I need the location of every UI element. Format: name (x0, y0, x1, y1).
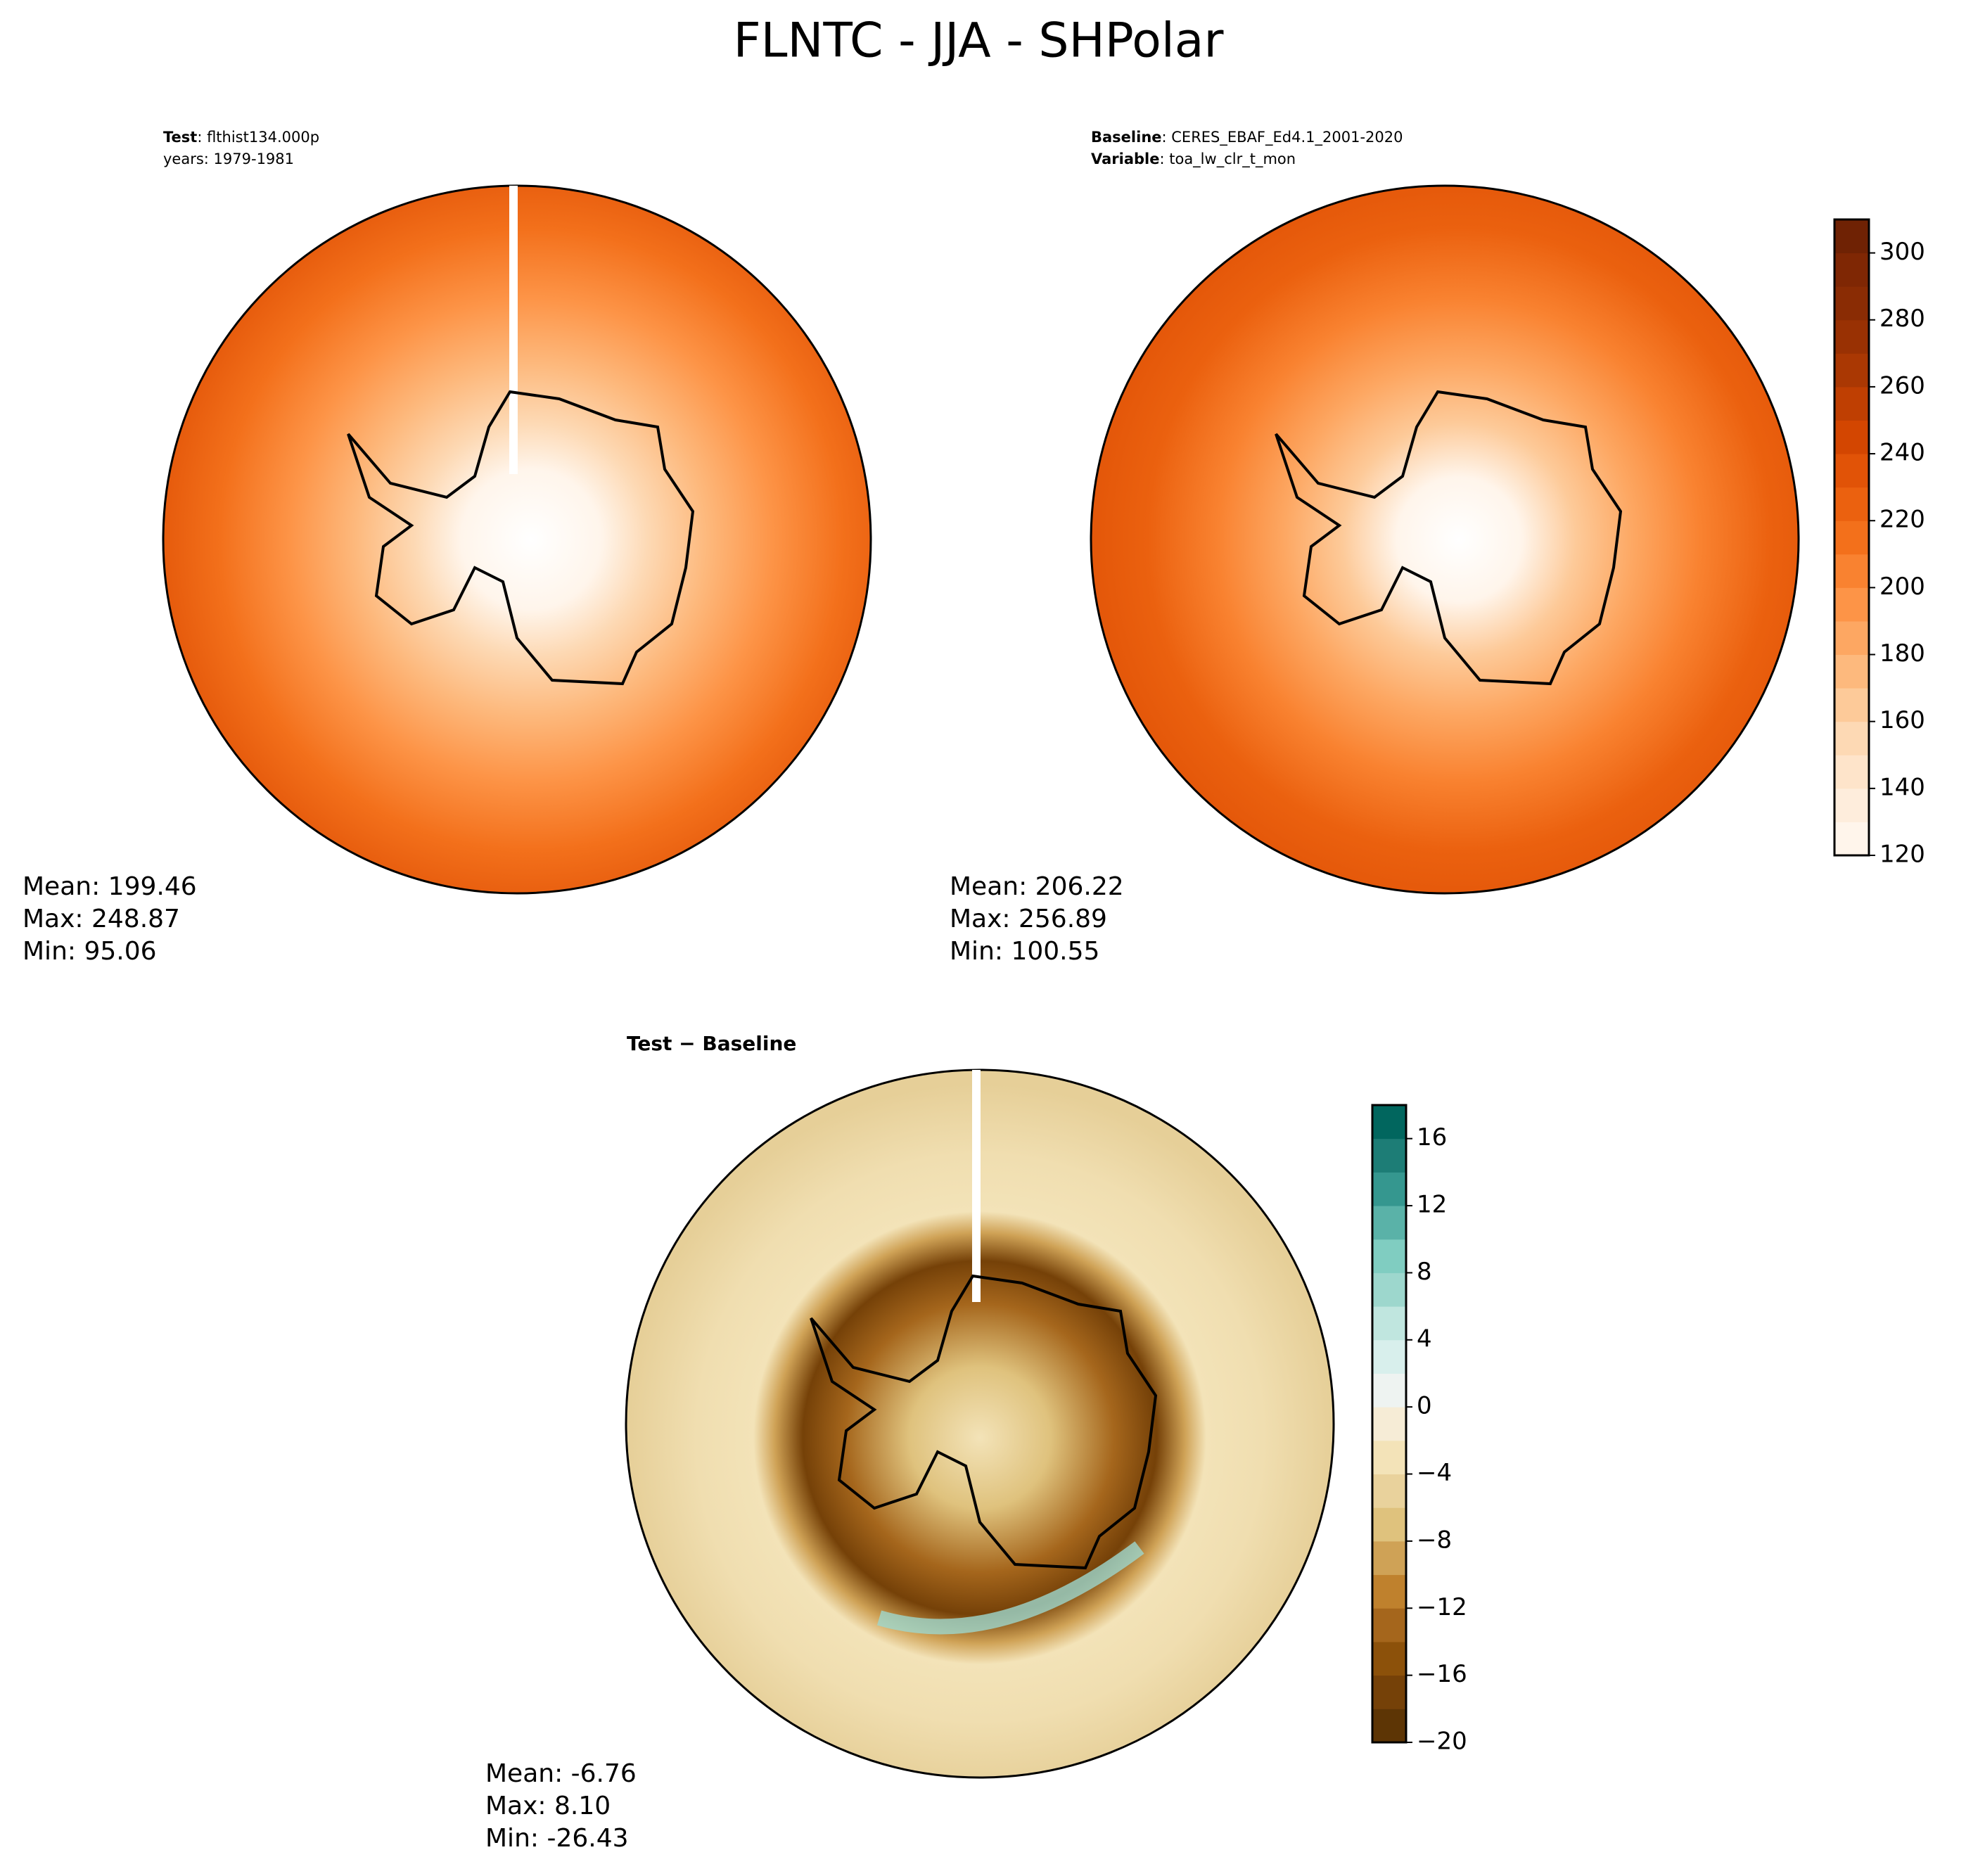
header-key: Variable (1091, 151, 1159, 167)
colorbar-level (1372, 1608, 1406, 1642)
colorbar-tick-label: −12 (1417, 1593, 1467, 1621)
stat: Mean: 199.46 (23, 872, 197, 901)
colorbar-tick-label: 12 (1417, 1191, 1447, 1219)
colorbar-level (1834, 219, 1869, 254)
stat: Mean: 206.22 (950, 872, 1124, 901)
stat: Min: 95.06 (23, 937, 157, 966)
colorbar-level (1834, 822, 1869, 856)
colorbar-frame (1371, 1104, 1408, 1744)
colorbar-level (1372, 1507, 1406, 1542)
stat: Max: 8.10 (485, 1792, 611, 1820)
colorbar-level (1834, 554, 1869, 588)
colorbar-level (1372, 1675, 1406, 1709)
colorbar-level (1372, 1709, 1406, 1743)
colorbar-tick-label: 16 (1417, 1123, 1447, 1151)
stat: Min: -26.43 (485, 1824, 629, 1853)
stat: Mean: -6.76 (485, 1759, 637, 1788)
colorbar-tick-label: 220 (1879, 506, 1925, 534)
header-key: Test (163, 129, 197, 146)
colorbar-frame (1833, 218, 1870, 857)
colorbar-level (1372, 1407, 1406, 1441)
colorbar-level (1834, 755, 1869, 789)
colorbar-level (1834, 587, 1869, 622)
colorbar-level (1372, 1206, 1406, 1240)
colorbar-tick-label: 240 (1879, 439, 1925, 467)
colorbar-level (1372, 1474, 1406, 1508)
colorbar-level (1834, 253, 1869, 287)
panel-header: Baseline: CERES_EBAF_Ed4.1_2001-2020 (1091, 129, 1403, 146)
stat: Min: 100.55 (950, 937, 1099, 966)
map-baseline (1090, 184, 1800, 895)
panel-header: Test: flthist134.000p (163, 129, 319, 146)
colorbar-tick-label: 0 (1417, 1392, 1432, 1420)
map-difference (625, 1068, 1335, 1779)
colorbar-level (1834, 721, 1869, 755)
colorbar-level (1834, 688, 1869, 722)
colorbar-level (1834, 487, 1869, 521)
colorbar-tick-label: 140 (1879, 773, 1925, 801)
colorbar-level (1834, 620, 1869, 656)
header-text: : CERES_EBAF_Ed4.1_2001-2020 (1162, 129, 1403, 146)
colorbar-tick-label: −16 (1417, 1660, 1467, 1688)
colorbar-tick-label: 300 (1879, 238, 1925, 266)
colorbar-level (1372, 1272, 1406, 1307)
colorbar-level (1372, 1306, 1406, 1341)
colorbar-level (1372, 1373, 1406, 1408)
colorbar-tick-label: −8 (1417, 1526, 1452, 1554)
colorbar-level (1372, 1172, 1406, 1206)
colorbar-level (1372, 1138, 1406, 1173)
colorbar-level (1372, 1440, 1406, 1475)
header-text: : flthist134.000p (197, 129, 319, 146)
colorbar-tick-label: 4 (1417, 1325, 1432, 1353)
colorbar-level (1834, 654, 1869, 689)
colorbar-level (1834, 454, 1869, 488)
colorbar-tick-label: 120 (1879, 841, 1925, 869)
stat: Max: 256.89 (950, 905, 1107, 933)
header-key: Test − Baseline (627, 1032, 796, 1055)
colorbar-level (1834, 353, 1869, 388)
colorbar-level (1372, 1239, 1406, 1273)
map-test (162, 184, 872, 895)
colorbar-tick-label: 280 (1879, 305, 1925, 333)
colorbar-tick-label: 160 (1879, 706, 1925, 734)
colorbar-level (1372, 1339, 1406, 1374)
header-key: Baseline (1091, 129, 1162, 146)
colorbar-level (1372, 1540, 1406, 1576)
colorbar-tick-label: −20 (1417, 1728, 1467, 1756)
colorbar-level (1372, 1105, 1406, 1140)
colorbar-level (1372, 1574, 1406, 1609)
header-text: : toa_lw_clr_t_mon (1159, 151, 1296, 168)
colorbar-tick-label: −4 (1417, 1459, 1452, 1487)
colorbar-level (1834, 319, 1869, 354)
colorbar-tick-label: 200 (1879, 573, 1925, 601)
panel-header: Variable: toa_lw_clr_t_mon (1091, 151, 1296, 168)
panel-header: years: 1979-1981 (163, 151, 294, 167)
colorbar-tick-label: 180 (1879, 639, 1925, 668)
colorbar-level (1372, 1641, 1406, 1676)
colorbar-tick-label: 8 (1417, 1258, 1432, 1286)
colorbar-level (1834, 386, 1869, 421)
colorbar-level (1834, 286, 1869, 321)
figure-title: FLNTC - JJA - SHPolar (734, 13, 1224, 69)
colorbar-level (1834, 420, 1869, 454)
panel-header: Test − Baseline (627, 1032, 796, 1055)
stat: Max: 248.87 (23, 905, 180, 933)
header-text: years: 1979-1981 (163, 151, 294, 167)
colorbar-level (1834, 788, 1869, 822)
colorbar-tick-label: 260 (1879, 371, 1925, 400)
colorbar-level (1834, 521, 1869, 555)
